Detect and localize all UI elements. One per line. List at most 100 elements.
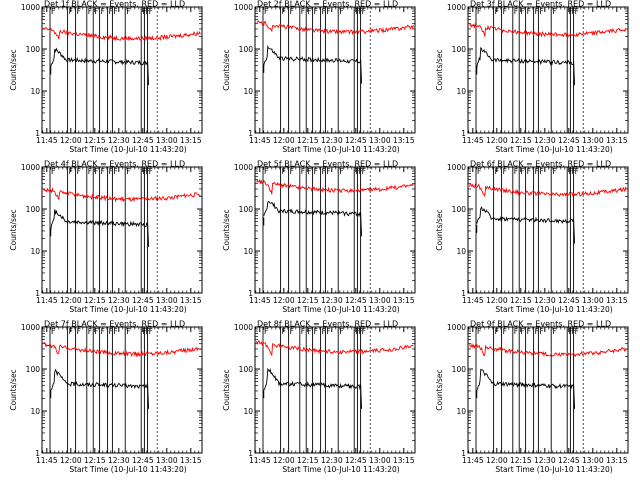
x-tick-label: 12:15	[84, 136, 106, 145]
event-flag: F	[495, 7, 499, 16]
events-series-line	[263, 45, 361, 66]
plot-frame	[41, 326, 203, 454]
event-flag: F	[77, 7, 81, 16]
events-dropoff	[573, 60, 576, 86]
event-flag: F	[339, 327, 343, 336]
event-flag: F	[575, 167, 579, 176]
x-tick-label: 13:00	[369, 456, 391, 465]
event-flag: F	[282, 327, 286, 336]
events-series-line	[476, 206, 574, 224]
event-flag: F	[539, 7, 543, 16]
events-dropoff	[573, 384, 576, 409]
y-tick-label: 1000	[21, 323, 40, 332]
event-flag: F	[149, 327, 153, 336]
event-flag: F	[51, 327, 55, 336]
chart-title: Det 2f BLACK = Events, RED = LLD	[257, 0, 398, 9]
event-flag: F	[535, 7, 539, 16]
chart-panel-6: Det 6f BLACK = Events, RED = LLD 1000 100 1…	[435, 160, 629, 314]
chart-title: Det 3f BLACK = Events, RED = LLD	[470, 0, 611, 9]
x-tick-label: 12:00	[60, 456, 82, 465]
chart-panel-2: Det 2f BLACK = Events, RED = LLD 1000 100 1…	[222, 0, 416, 154]
event-flag: F	[539, 167, 543, 176]
y-tick-label: 1000	[234, 323, 253, 332]
x-tick-label: 11:45	[249, 296, 271, 305]
y-tick-label: 10	[243, 407, 253, 416]
x-tick-label: 12:30	[321, 136, 343, 145]
x-tick-label: 12:45	[558, 136, 580, 145]
x-tick-label: 12:30	[108, 456, 130, 465]
events-series-line	[50, 209, 148, 230]
x-tick-label: 11:45	[249, 456, 271, 465]
event-flag: F	[113, 7, 117, 16]
x-tick-label: 12:00	[60, 136, 82, 145]
x-tick-label: 13:00	[582, 296, 604, 305]
event-flag: F	[575, 327, 579, 336]
x-tick-label: 13:00	[582, 456, 604, 465]
chart-panel-7: Det 7f BLACK = Events, RED = LLD 1000 100 1…	[9, 320, 203, 474]
events-dropoff	[573, 219, 576, 244]
event-flag: F	[149, 7, 153, 16]
x-tick-label: 11:45	[462, 136, 484, 145]
x-tick-label: 11:45	[462, 456, 484, 465]
event-flag: F	[314, 327, 318, 336]
event-flag: F	[322, 167, 326, 176]
x-tick-label: 13:00	[156, 296, 178, 305]
y-tick-label: 1000	[234, 3, 253, 12]
event-flag: F	[264, 7, 268, 16]
y-tick-label: 10	[456, 407, 466, 416]
event-flag: F	[552, 167, 556, 176]
event-flag: F	[101, 7, 105, 16]
event-flag: F	[113, 327, 117, 336]
y-axis-label: Counts/sec	[435, 49, 444, 90]
x-tick-label: 12:15	[84, 296, 106, 305]
chart-title: Det 4f BLACK = Events, RED = LLD	[44, 160, 185, 169]
lld-series-line	[469, 182, 627, 198]
x-tick-label: 12:30	[534, 456, 556, 465]
event-flag: F	[101, 167, 105, 176]
plot-frame	[254, 6, 416, 134]
y-axis-label: Counts/sec	[435, 209, 444, 250]
event-flag: F	[552, 327, 556, 336]
x-tick-label: 13:15	[180, 456, 202, 465]
events-dropoff	[147, 60, 150, 86]
event-flag: F	[527, 167, 531, 176]
x-tick-label: 12:30	[321, 296, 343, 305]
events-series-line	[476, 368, 575, 391]
chart-title: Det 9f BLACK = Events, RED = LLD	[470, 320, 611, 329]
x-tick-label: 13:15	[180, 136, 202, 145]
x-tick-label: 11:45	[462, 296, 484, 305]
x-tick-label: 12:00	[60, 296, 82, 305]
event-flag: F	[109, 7, 113, 16]
events-series-line	[50, 47, 149, 67]
y-axis-label: Counts/sec	[222, 209, 231, 250]
event-flag: F	[314, 7, 318, 16]
event-flag: F	[94, 7, 98, 16]
event-flag: F	[282, 167, 286, 176]
x-tick-label: 12:15	[510, 136, 532, 145]
x-tick-label: 13:15	[393, 456, 415, 465]
x-tick-label: 12:00	[273, 456, 295, 465]
event-flag: F	[552, 7, 556, 16]
y-tick-label: 1	[35, 449, 40, 458]
chart-title: Det 1f BLACK = Events, RED = LLD	[44, 0, 185, 9]
x-tick-label: 12:30	[534, 296, 556, 305]
event-flag: F	[88, 167, 92, 176]
y-axis-label: Counts/sec	[435, 369, 444, 410]
y-tick-label: 10	[243, 87, 253, 96]
chart-panel-9: Det 9f BLACK = Events, RED = LLD 1000 100 1…	[435, 320, 629, 474]
chart-panel-3: Det 3f BLACK = Events, RED = LLD 1000 100 1…	[435, 0, 629, 154]
chart-panel-8: Det 8f BLACK = Events, RED = LLD 1000 100 1…	[222, 320, 416, 474]
event-flag: F	[514, 7, 518, 16]
chart-title: Det 8f BLACK = Events, RED = LLD	[257, 320, 398, 329]
y-tick-label: 100	[452, 205, 467, 214]
event-flag: F	[339, 167, 343, 176]
event-flag: F	[326, 327, 330, 336]
event-flag: F	[503, 7, 507, 16]
plot-frame	[254, 166, 416, 294]
event-flag: F	[495, 327, 499, 336]
y-tick-label: 1000	[21, 3, 40, 12]
x-tick-label: 12:15	[297, 296, 319, 305]
event-flag: F	[101, 327, 105, 336]
event-flag: F	[126, 327, 130, 336]
lld-series-line	[43, 187, 201, 203]
